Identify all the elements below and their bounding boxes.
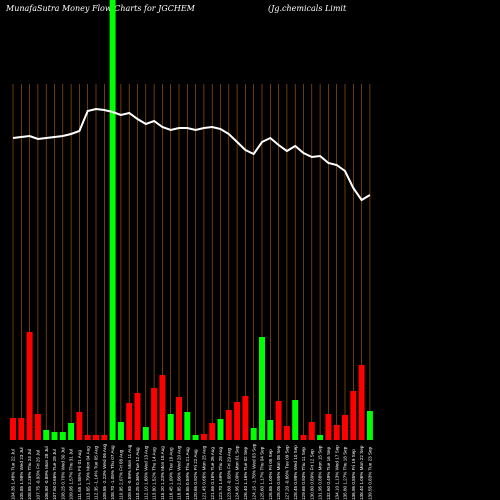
x-tick-label: 113.80 1.52% Thu 14 Aug	[152, 447, 157, 500]
x-tick-label: 139.55 0.83% Tue 23 Sep	[368, 446, 373, 500]
x-tick-label: 112.35 -1.14% Tue 05 Aug	[94, 445, 99, 500]
x-tick-label: 110.25 0.36% Tue 12 Aug	[135, 447, 140, 500]
volume-bar	[192, 435, 199, 440]
volume-bar	[333, 425, 340, 440]
x-tick-label: 111.65 1.55% Fri 01 Aug	[77, 450, 82, 500]
x-tick-label: 124.15 -1.78% Wed 03 Sep	[251, 443, 256, 500]
x-tick-label: 135.80 1.27% Thu 18 Sep	[343, 446, 348, 500]
x-tick-label: 129.65 0.93% Thu 11 Sep	[301, 447, 306, 500]
x-tick-label: 126.40 1.16% Tue 02 Sep	[243, 446, 248, 500]
x-tick-label: 115.20 1.23% Mon 18 Aug	[160, 446, 165, 500]
volume-bar	[325, 414, 332, 440]
x-tick-label: 109.85 -0.99% Mon 11 Aug	[127, 444, 132, 500]
volume-bar	[167, 414, 174, 440]
volume-bar	[308, 422, 315, 440]
x-tick-label: 134.10 1.13% Wed 17 Sep	[334, 445, 339, 500]
x-tick-label: 108.85 2.26% Thu 24 Jul	[27, 449, 32, 500]
volume-bar	[267, 420, 274, 440]
volume-bar	[84, 435, 91, 440]
volume-bar	[176, 397, 182, 440]
chart-title: MunafaSutra Money Flow Charts for JGCHEM	[6, 4, 195, 13]
x-tick-label: 131.95 0.88% Mon 15 Sep	[318, 445, 323, 500]
x-tick-label: 120.65 0.92% Fri 22 Aug	[193, 449, 198, 500]
x-tick-label: 107.50 0.66% Tue 29 Jul	[52, 449, 57, 500]
volume-bar	[317, 435, 324, 440]
x-tick-label: 128.45 0.98% Wed 10 Sep	[293, 445, 298, 500]
volume-bar	[18, 418, 25, 440]
x-tick-label: 121.65 0.16% Tue 26 Aug	[210, 447, 215, 500]
volume-bar	[234, 402, 241, 440]
volume-bar	[283, 426, 290, 440]
x-tick-label: 116.45 1.09% Tue 19 Aug	[168, 447, 173, 500]
volume-bar	[43, 430, 50, 440]
volume-bar	[300, 435, 307, 440]
volume-bar	[142, 427, 149, 440]
x-tick-label: 109.95 1.57% Thu 31 Jul	[69, 449, 74, 500]
highlight-bar	[109, 0, 116, 440]
x-tick-label: 127.20 -0.66% Tue 09 Sep	[285, 445, 290, 500]
x-tick-label: 126.85 1.00% Fri 05 Sep	[268, 449, 273, 500]
x-tick-label: 104.35 1.48% Tue 22 Jul	[11, 449, 16, 500]
volume-bar	[217, 419, 224, 440]
volume-bar	[10, 418, 16, 440]
volume-bar	[93, 435, 99, 440]
volume-bar	[350, 391, 357, 440]
volume-bar	[259, 337, 265, 440]
volume-bar	[76, 412, 83, 440]
volume-bar	[101, 435, 108, 440]
volume-bar	[59, 432, 66, 440]
x-tick-label: 123.70 1.69% Thu 28 Aug	[218, 447, 223, 500]
volume-bar	[159, 375, 166, 440]
volume-bar	[126, 403, 133, 440]
volume-bar	[342, 415, 348, 440]
volume-bar	[209, 423, 216, 440]
volume-bar	[242, 396, 249, 440]
x-tick-label: 130.80 0.89% Fri 12 Sep	[309, 449, 314, 500]
x-tick-label: 106.80 -0.89% Mon 28 Jul	[44, 446, 49, 500]
x-tick-label: 124.95 1.09% Mon 01 Sep	[235, 445, 240, 500]
x-tick-label: 105.85 1.98% Wed 23 Jul	[19, 447, 24, 500]
volume-bar	[117, 422, 124, 440]
x-tick-label: 128.05 0.95% Mon 08 Sep	[276, 445, 281, 500]
x-tick-label: 123.60 -0.08% Fri 29 Aug	[226, 447, 231, 500]
company-name: (Jg.chemicals Limit	[268, 4, 347, 13]
price-line	[12, 107, 371, 202]
volume-bar	[151, 388, 158, 440]
volume-bar	[184, 412, 191, 440]
x-tick-label: 121.45 0.66% Mon 25 Aug	[202, 445, 207, 500]
x-tick-label: 109.85 -2.23% Wed 06 Aug	[102, 443, 107, 500]
volume-bar	[225, 410, 232, 440]
volume-bar	[51, 432, 58, 440]
volume-bar	[358, 365, 365, 440]
volume-bar	[134, 393, 141, 440]
x-tick-label: 107.75 -0.93% Fri 25 Jul	[36, 450, 41, 500]
x-tick-label: 132.60 0.49% Tue 16 Sep	[326, 446, 331, 500]
x-tick-label: 108.70 -1.05% Thu 07 Aug	[110, 445, 115, 500]
volume-bar	[275, 401, 282, 440]
x-tick-label: 119.55 0.59% Thu 21 Aug	[185, 447, 190, 500]
volume-bar	[250, 428, 257, 440]
x-tick-label: 113.65 1.79% Mon 04 Aug	[85, 446, 90, 500]
volume-bar	[26, 332, 33, 440]
volume-bar	[366, 411, 373, 440]
volume-bar	[68, 423, 75, 440]
volume-bar	[34, 414, 41, 440]
x-tick-label: 118.85 2.06% Wed 20 Aug	[177, 445, 182, 500]
x-tick-label: 138.40 1.06% Mon 22 Sep	[359, 445, 364, 500]
volume-bar	[200, 434, 207, 440]
x-tick-label: 108.25 0.70% Wed 30 Jul	[60, 447, 65, 500]
x-tick-label: 112.10 1.68% Wed 13 Aug	[143, 445, 148, 500]
volume-bar	[292, 400, 299, 440]
x-tick-label: 110.95 2.07% Fri 08 Aug	[119, 449, 124, 500]
x-tick-label: 125.60 1.17% Thu 04 Sep	[260, 446, 265, 500]
x-tick-label: 136.95 0.85% Fri 19 Sep	[351, 449, 356, 500]
